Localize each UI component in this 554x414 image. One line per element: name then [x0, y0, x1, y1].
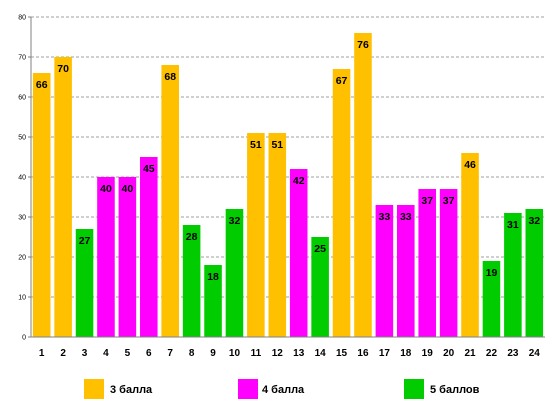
x-tick-label: 2: [60, 348, 66, 359]
data-label: 68: [164, 71, 176, 83]
legend-label: 5 баллов: [430, 384, 480, 396]
bar: [118, 177, 137, 337]
bar: [289, 169, 308, 337]
data-label: 37: [421, 195, 433, 207]
bar: [461, 153, 479, 337]
bar: [161, 65, 179, 337]
data-label: 66: [36, 79, 48, 91]
legend-swatch: [404, 379, 424, 399]
legend-label: 4 балла: [262, 384, 305, 396]
data-label: 31: [507, 219, 519, 231]
y-tick-label: 30: [18, 215, 26, 222]
x-tick-label: 24: [529, 348, 541, 359]
bar: [54, 57, 72, 337]
data-label: 19: [486, 267, 498, 279]
y-tick-label: 10: [18, 295, 26, 302]
data-label: 51: [250, 139, 262, 151]
x-tick-label: 19: [422, 348, 434, 359]
data-label: 51: [271, 139, 283, 151]
data-label: 25: [314, 243, 326, 255]
bar: [504, 213, 522, 337]
data-label: 32: [528, 215, 540, 227]
data-label: 33: [400, 211, 412, 223]
x-tick-label: 14: [315, 348, 327, 359]
data-label: 28: [186, 231, 198, 243]
data-label: 32: [229, 215, 241, 227]
bar: [311, 237, 329, 337]
data-label: 46: [464, 159, 476, 171]
x-tick-label: 4: [103, 348, 109, 359]
bar: [32, 73, 51, 337]
y-axis: 0 10 20 30 40 50 60 70 80: [18, 15, 32, 342]
x-tick-label: 22: [486, 348, 498, 359]
x-tick-label: 18: [400, 348, 412, 359]
data-label: 76: [357, 39, 369, 51]
bar: [482, 261, 501, 337]
x-tick-label: 1: [39, 348, 45, 359]
x-tick-label: 9: [210, 348, 216, 359]
bar: [75, 229, 94, 337]
data-label: 37: [443, 195, 455, 207]
data-label: 33: [379, 211, 391, 223]
y-tick-label: 40: [18, 175, 26, 182]
x-tick-label: 6: [146, 348, 152, 359]
bar: [268, 133, 287, 337]
y-tick-label: 20: [18, 255, 26, 262]
x-tick-label: 15: [336, 348, 348, 359]
y-tick-label: 60: [18, 95, 26, 102]
bar: [354, 33, 372, 337]
bar: [397, 205, 415, 337]
x-tick-label: 11: [251, 348, 262, 359]
data-label: 27: [79, 235, 91, 247]
bar: [247, 133, 265, 337]
bars: 66 70 27 40 40 45 68 28 18 32 51 51 42 25 67 76 33 33 37 37…: [32, 33, 544, 337]
x-tick-label: 8: [189, 348, 195, 359]
bar: [182, 225, 201, 337]
data-label: 42: [293, 175, 305, 187]
bar: [97, 177, 115, 337]
x-tick-label: 16: [357, 348, 369, 359]
data-label: 45: [143, 163, 155, 175]
x-tick-label: 12: [272, 348, 284, 359]
data-label: 67: [336, 75, 348, 87]
x-tick-label: 17: [379, 348, 391, 359]
data-label: 40: [100, 183, 112, 195]
x-tick-label: 23: [507, 348, 519, 359]
data-label: 18: [207, 271, 219, 283]
y-tick-label: 0: [22, 335, 26, 342]
bar: [375, 205, 394, 337]
x-tick-label: 3: [82, 348, 88, 359]
legend: 3 балла 4 балла 5 баллов: [84, 379, 480, 399]
x-tick-label: 21: [464, 348, 476, 359]
x-tick-label: 5: [125, 348, 131, 359]
x-tick-label: 7: [167, 348, 173, 359]
bar: [140, 157, 158, 337]
x-tick-label: 20: [443, 348, 455, 359]
bar: [204, 265, 222, 337]
data-label: 70: [57, 63, 69, 75]
data-label: 40: [122, 183, 134, 195]
gridlines: [31, 16, 545, 298]
x-tick-label: 10: [229, 348, 241, 359]
bar: [439, 189, 458, 337]
bar: [225, 209, 244, 337]
bar: [332, 69, 351, 337]
x-tick-label: 13: [293, 348, 305, 359]
legend-swatch: [238, 379, 258, 399]
y-tick-label: 80: [18, 15, 26, 22]
bar: [525, 209, 544, 337]
y-tick-label: 50: [18, 135, 26, 142]
y-tick-label: 70: [18, 55, 26, 62]
legend-swatch: [84, 379, 104, 399]
legend-label: 3 балла: [110, 384, 153, 396]
bar: [418, 189, 436, 337]
x-axis: 1 2 3 4 5 6 7 8 9 10 11 12 13 14 15 16 17 18 19 20 21 22 23 24: [31, 336, 545, 359]
